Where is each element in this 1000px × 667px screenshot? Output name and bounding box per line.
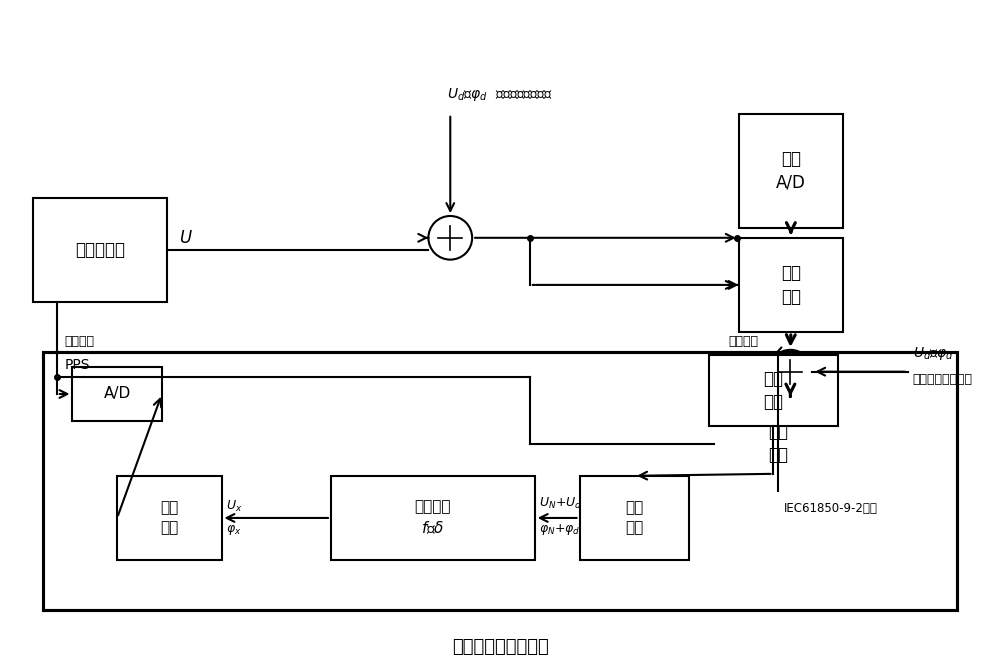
Text: 标准
A/D: 标准 A/D [776,150,806,191]
Text: 微差输入（数字）: 微差输入（数字） [913,373,973,386]
Text: $\varphi_x$: $\varphi_x$ [226,523,241,537]
Bar [739,238,843,332]
Text: IEC61850-9-2报文: IEC61850-9-2报文 [783,502,877,515]
Bar [117,476,222,560]
Text: 协议
转换: 协议 转换 [768,423,788,464]
Text: 特征
提取: 特征 提取 [160,500,178,536]
Bar [33,198,167,302]
Text: 误差计算
$f$、$\delta$: 误差计算 $f$、$\delta$ [415,500,451,536]
Bar [580,476,689,560]
Bar [331,476,535,560]
Text: $U_d$、$\varphi_d$  微差输入（模拟）: $U_d$、$\varphi_d$ 微差输入（模拟） [447,85,553,103]
Text: 数字输入: 数字输入 [729,336,759,348]
Text: 特征
提取: 特征 提取 [625,500,643,536]
Text: 标准功率源: 标准功率源 [75,241,125,259]
Text: 波形
校准: 波形 校准 [781,264,801,305]
Text: 模拟输入: 模拟输入 [65,336,95,348]
Text: 报文
解析: 报文 解析 [763,370,783,412]
Bar [43,352,957,610]
Text: $\varphi_N$+$\varphi_d$: $\varphi_N$+$\varphi_d$ [539,522,580,538]
Bar [72,367,162,422]
Bar [714,396,843,491]
Text: $U_d$、$\varphi_d$: $U_d$、$\varphi_d$ [913,346,954,362]
Text: $U_N$+$U_d$: $U_N$+$U_d$ [539,496,582,511]
Bar [709,355,838,426]
Text: 电子式互感器校验仪: 电子式互感器校验仪 [452,638,548,656]
Text: A/D: A/D [104,386,131,402]
Text: $U$: $U$ [179,229,193,247]
Text: PPS: PPS [65,358,90,372]
Text: $U_x$: $U_x$ [226,498,242,514]
Bar [739,114,843,228]
